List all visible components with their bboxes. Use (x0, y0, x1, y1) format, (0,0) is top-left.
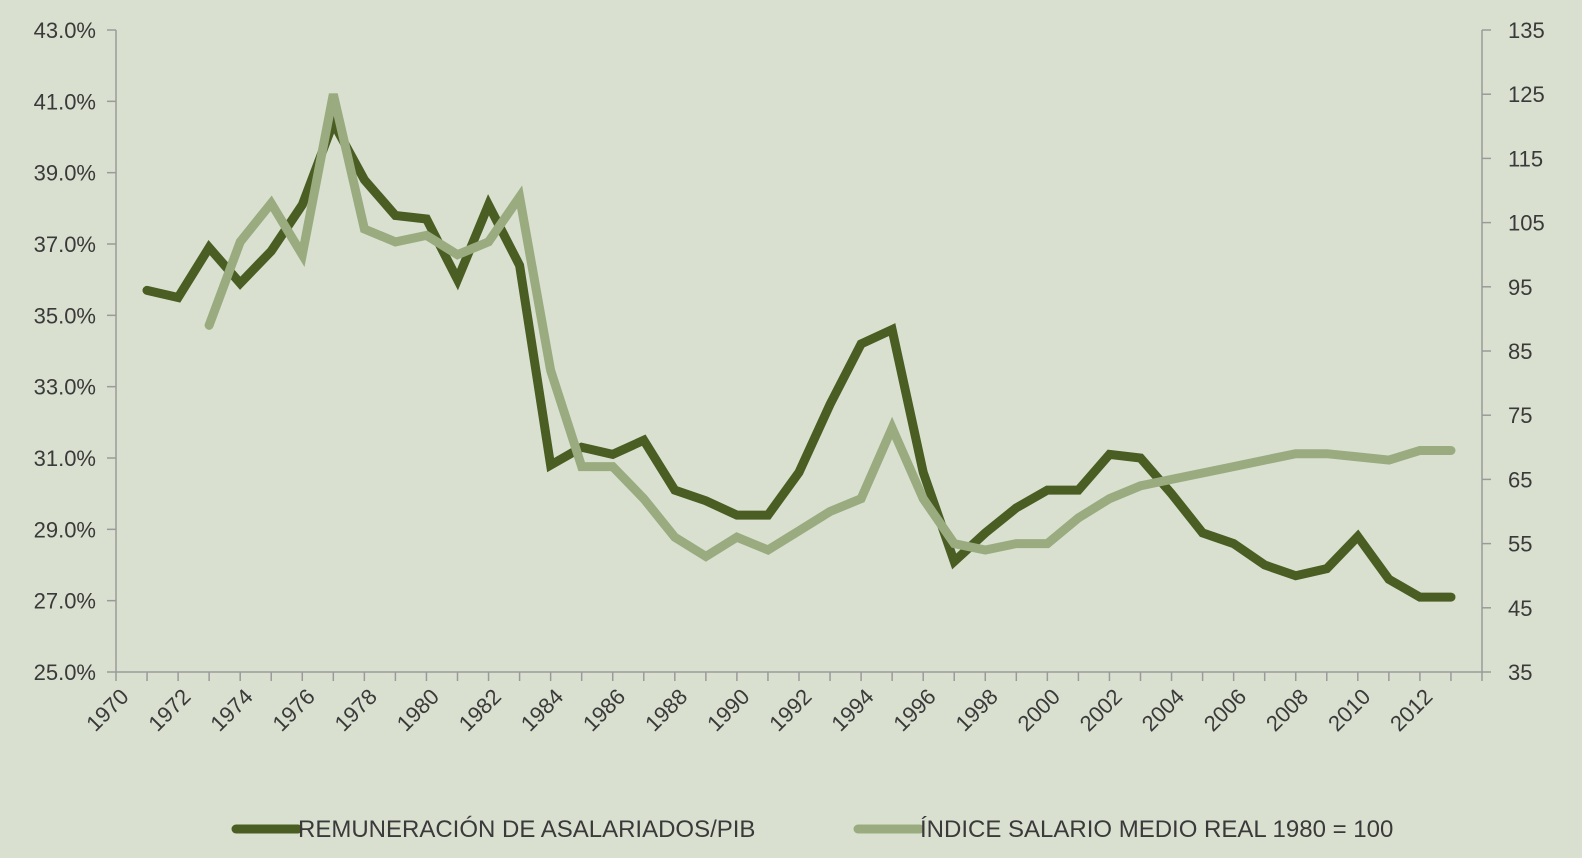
x-axis-tick-label: 2006 (1199, 684, 1251, 736)
x-axis-tick-label: 2002 (1075, 684, 1127, 736)
x-axis-tick-label: 1970 (81, 684, 133, 736)
legend-label-indice-salario: ÍNDICE SALARIO MEDIO REAL 1980 = 100 (920, 816, 1393, 843)
left-axis-tick-label: 39.0% (34, 161, 96, 186)
right-axis-tick-label: 135 (1508, 18, 1545, 43)
series-line-1 (204, 93, 1456, 562)
right-axis-tick-label: 85 (1508, 339, 1532, 364)
left-axis-tick-label: 35.0% (34, 303, 96, 328)
left-axis-tick-label: 29.0% (34, 517, 96, 542)
x-axis-tick-label: 1988 (640, 684, 692, 736)
right-axis-tick-label: 125 (1508, 82, 1545, 107)
x-axis-tick-label: 1978 (330, 684, 382, 736)
right-axis-tick-label: 95 (1508, 275, 1532, 300)
x-axis-tick-label: 2010 (1323, 684, 1375, 736)
left-axis-tick-label: 31.0% (34, 446, 96, 471)
right-axis-tick-label: 105 (1508, 211, 1545, 236)
x-axis-tick-label: 2008 (1261, 684, 1313, 736)
left-axis-tick-label: 27.0% (34, 589, 96, 614)
left-axis-tick-label: 43.0% (34, 18, 96, 43)
left-axis-tick-label: 41.0% (34, 89, 96, 114)
x-axis-tick-label: 1986 (578, 684, 630, 736)
right-axis-tick-label: 55 (1508, 532, 1532, 557)
left-axis-tick-label: 25.0% (34, 660, 96, 685)
x-axis-tick-label: 1994 (826, 684, 878, 736)
left-axis-tick-label: 37.0% (34, 232, 96, 257)
left-y-axis: 25.0% 27.0% 29.0% 31.0% 33.0% 35.0% 37.0% 39.0%… (34, 18, 117, 685)
x-axis-tick-label: 1996 (888, 684, 940, 736)
x-axis-tick-label: 2000 (1013, 684, 1065, 736)
left-axis-tick-label: 33.0% (34, 375, 96, 400)
plot-series (142, 93, 1456, 602)
x-axis-tick-label: 1984 (516, 684, 568, 736)
right-axis-tick-label: 115 (1508, 146, 1543, 171)
right-axis-tick-label: 35 (1508, 660, 1532, 685)
right-axis-tick-label: 65 (1508, 467, 1532, 492)
right-y-axis: 35 45 55 65 75 85 95 105 115 125 135 (1481, 18, 1545, 685)
x-axis-tick-label: 2004 (1137, 684, 1189, 736)
x-axis: 1970 1972 1974 1976 1978 1980 1982 1984 1986 1988… (81, 671, 1483, 736)
x-axis-tick-label: 1998 (951, 684, 1003, 736)
x-axis-tick-label: 2012 (1385, 684, 1437, 736)
right-axis-tick-label: 75 (1508, 403, 1532, 428)
x-axis-tick-label: 1990 (702, 684, 754, 736)
x-axis-tick-label: 1976 (268, 684, 320, 736)
legend-label-remuneracion: REMUNERACIÓN DE ASALARIADOS/PIB (298, 816, 755, 843)
x-axis-tick-label: 1972 (143, 684, 195, 736)
right-axis-tick-label: 45 (1508, 596, 1532, 621)
x-axis-tick-label: 1992 (764, 684, 816, 736)
x-axis-tick-label: 1974 (205, 684, 257, 736)
series-line-0 (142, 111, 1456, 602)
legend: REMUNERACIÓN DE ASALARIADOS/PIB ÍNDICE S… (231, 816, 1393, 843)
x-axis-tick-label: 1980 (392, 684, 444, 736)
x-axis-tick-label: 1982 (454, 684, 506, 736)
